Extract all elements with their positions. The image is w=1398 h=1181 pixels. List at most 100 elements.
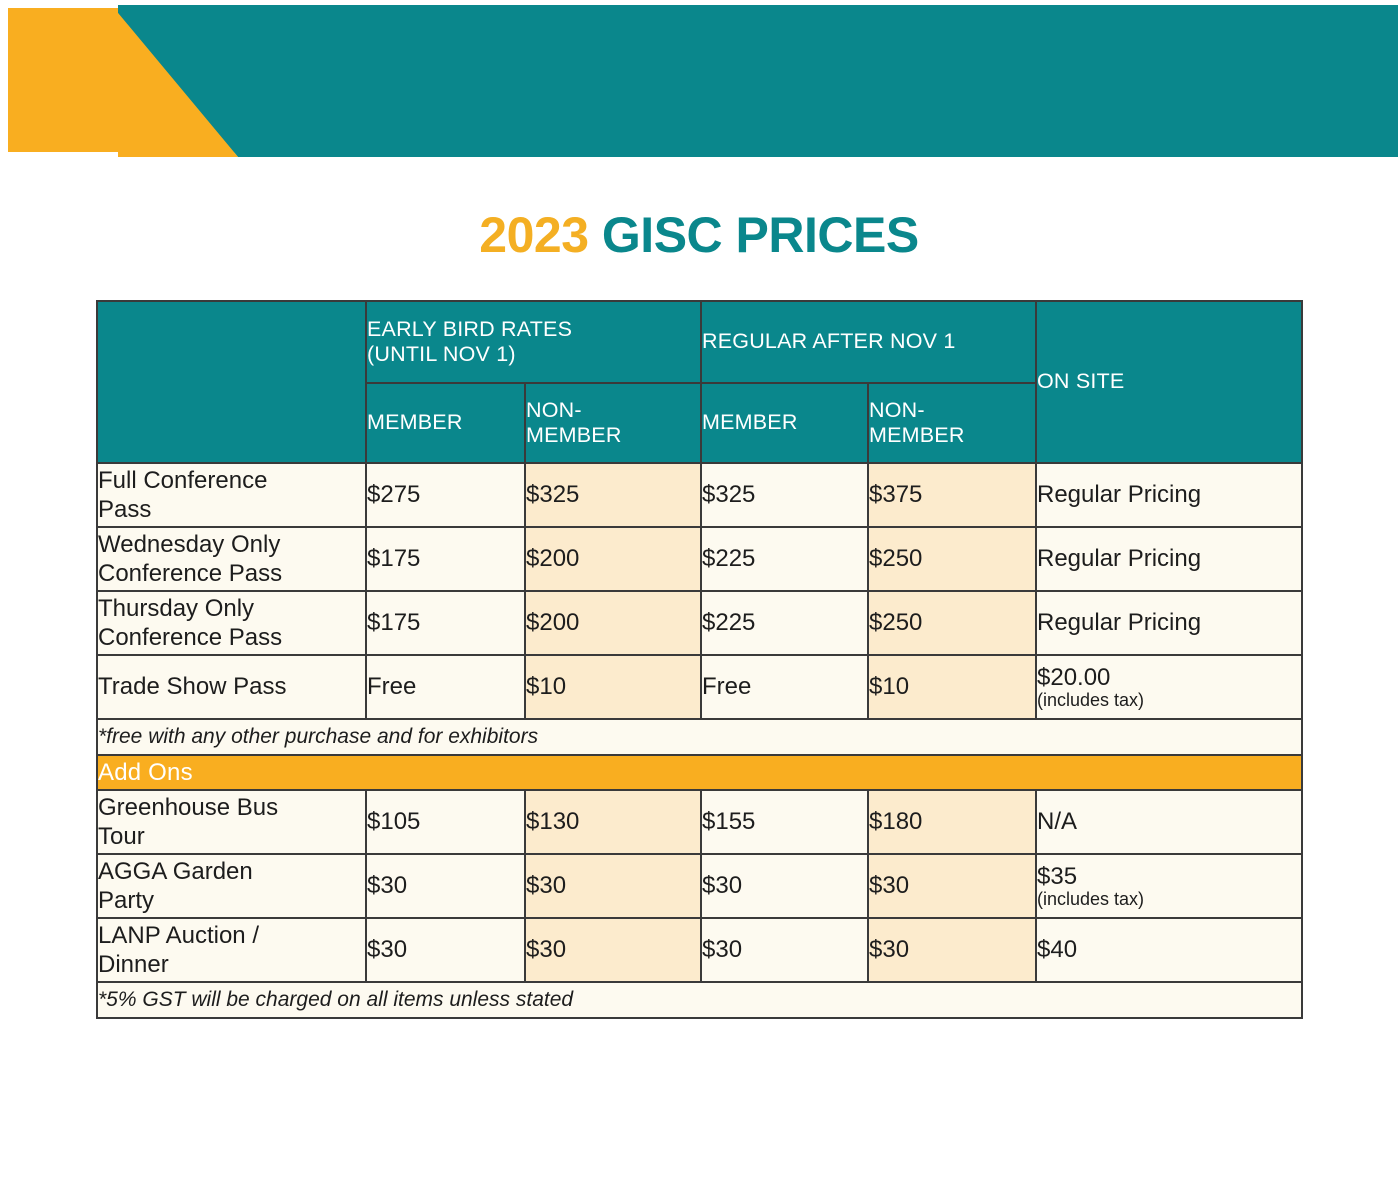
cell-reg-member: $30	[700, 853, 869, 919]
page-title: 2023 GISC PRICES	[0, 206, 1398, 264]
cell-on-site: $35 (includes tax)	[1035, 853, 1303, 919]
cell-on-site-note: (includes tax)	[1037, 690, 1145, 711]
header-reg-nonmember-line1: NON-	[869, 397, 925, 422]
table-header-row-groups: EARLY BIRD RATES (UNTIL NOV 1) REGULAR A…	[96, 300, 1303, 464]
row-label-line1: Trade Show Pass	[98, 673, 287, 701]
header-eb-nonmember: NON- MEMBER	[524, 382, 702, 464]
header-eb-member: MEMBER	[365, 382, 526, 464]
row-label-line2: Party	[98, 887, 155, 914]
table-row: LANP Auction / Dinner $30 $30 $30 $30 $4…	[96, 917, 1303, 983]
cell-eb-nonmember: $130	[524, 789, 702, 855]
table-row: Thursday Only Conference Pass $175 $200 …	[96, 590, 1303, 656]
cell-on-site-value: $35	[1037, 862, 1078, 890]
row-label: Greenhouse Bus Tour	[96, 789, 367, 855]
cell-reg-member: $155	[700, 789, 869, 855]
table-row: Greenhouse Bus Tour $105 $130 $155 $180 …	[96, 789, 1303, 855]
header-reg-member: MEMBER	[700, 382, 869, 464]
cell-on-site: $40	[1035, 917, 1303, 983]
cell-reg-nonmember: $250	[867, 526, 1037, 592]
cell-on-site: $20.00 (includes tax)	[1035, 654, 1303, 720]
cell-eb-nonmember: $200	[524, 590, 702, 656]
cell-eb-member: $275	[365, 462, 526, 528]
banner-teal-shape	[38, 5, 1398, 157]
header-reg-nonmember-line2: MEMBER	[869, 423, 965, 447]
row-label-line1: Greenhouse Bus	[98, 793, 279, 821]
table-row: Full Conference Pass $275 $325 $325 $375…	[96, 462, 1303, 528]
row-label-line1: AGGA Garden	[98, 857, 253, 885]
cell-reg-member: Free	[700, 654, 869, 720]
row-label: LANP Auction / Dinner	[96, 917, 367, 983]
row-label-line2: Pass	[98, 496, 152, 523]
cell-reg-nonmember: $180	[867, 789, 1037, 855]
row-label-line2: Tour	[98, 823, 145, 850]
cell-eb-member: $175	[365, 526, 526, 592]
header-eb-nonmember-line2: MEMBER	[526, 423, 622, 447]
cell-eb-nonmember: $325	[524, 462, 702, 528]
table-header-row-subs: MEMBER NON- MEMBER MEMBER NON- MEMBER	[97, 382, 1302, 464]
header-blank-corner	[96, 300, 367, 464]
cell-reg-member: $325	[700, 462, 869, 528]
cell-reg-nonmember: $10	[867, 654, 1037, 720]
cell-eb-member: Free	[365, 654, 526, 720]
row-label: Wednesday Only Conference Pass	[96, 526, 367, 592]
page-title-year: 2023	[479, 207, 589, 263]
cell-eb-nonmember: $200	[524, 526, 702, 592]
cell-reg-nonmember: $250	[867, 590, 1037, 656]
row-label-line1: Thursday Only	[98, 594, 255, 622]
row-label: Thursday Only Conference Pass	[96, 590, 367, 656]
note-gst: *5% GST will be charged on all items unl…	[96, 981, 1303, 1019]
row-label-line2: Dinner	[98, 951, 169, 978]
section-band-add-ons: Add Ons	[96, 754, 1303, 791]
row-label: AGGA Garden Party	[96, 853, 367, 919]
cell-reg-member: $225	[700, 526, 869, 592]
row-label-line1: Wednesday Only	[98, 530, 281, 558]
cell-on-site: Regular Pricing	[1035, 462, 1303, 528]
table-row: Trade Show Pass Free $10 Free $10 $20.00…	[96, 654, 1303, 720]
cell-on-site: Regular Pricing	[1035, 590, 1303, 656]
cell-on-site-value: Regular Pricing	[1037, 545, 1202, 573]
row-label: Full Conference Pass	[96, 462, 367, 528]
cell-reg-nonmember: $30	[867, 853, 1037, 919]
cell-reg-nonmember: $30	[867, 917, 1037, 983]
table-row: Wednesday Only Conference Pass $175 $200…	[96, 526, 1303, 592]
header-early-bird-line1: EARLY BIRD RATES	[367, 316, 573, 341]
cell-eb-member: $175	[365, 590, 526, 656]
row-label: Trade Show Pass	[96, 654, 367, 720]
cell-reg-member: $30	[700, 917, 869, 983]
banner-accent-wedge2	[118, 13, 238, 157]
banner-accent-overlap	[8, 8, 118, 152]
cell-on-site-value: $40	[1037, 936, 1078, 964]
cell-on-site: N/A	[1035, 789, 1303, 855]
header-on-site: ON SITE	[1035, 300, 1303, 464]
row-label-line1: Full Conference	[98, 466, 268, 494]
header-eb-nonmember-line1: NON-	[526, 397, 582, 422]
header-reg-nonmember: NON- MEMBER	[867, 382, 1037, 464]
header-regular-after-nov1: REGULAR AFTER NOV 1	[700, 300, 1037, 384]
cell-on-site-value: Regular Pricing	[1037, 609, 1202, 637]
row-label-line2: Conference Pass	[98, 624, 283, 651]
cell-eb-member: $105	[365, 789, 526, 855]
cell-eb-member: $30	[365, 917, 526, 983]
cell-on-site-value: N/A	[1037, 808, 1078, 836]
cell-reg-member: $225	[700, 590, 869, 656]
cell-eb-member: $30	[365, 853, 526, 919]
cell-reg-nonmember: $375	[867, 462, 1037, 528]
table-row: AGGA Garden Party $30 $30 $30 $30 $35 (i…	[96, 853, 1303, 919]
page-title-rest: GISC PRICES	[588, 207, 919, 263]
add-ons-label: Add Ons	[96, 754, 1303, 791]
header-early-bird-line2: (UNTIL NOV 1)	[367, 342, 516, 366]
row-label-line1: LANP Auction /	[98, 921, 259, 949]
note-exhibitors: *free with any other purchase and for ex…	[96, 718, 1303, 756]
prices-table: EARLY BIRD RATES (UNTIL NOV 1) REGULAR A…	[96, 300, 1303, 1019]
cell-eb-nonmember: $30	[524, 853, 702, 919]
cell-on-site-note: (includes tax)	[1037, 889, 1145, 910]
cell-on-site: Regular Pricing	[1035, 526, 1303, 592]
cell-on-site-value: Regular Pricing	[1037, 481, 1202, 509]
cell-eb-nonmember: $30	[524, 917, 702, 983]
note-row-gst: *5% GST will be charged on all items unl…	[96, 981, 1303, 1019]
cell-on-site-value: $20.00	[1037, 663, 1111, 691]
cell-eb-nonmember: $10	[524, 654, 702, 720]
row-label-line2: Conference Pass	[98, 560, 283, 587]
header-banner	[0, 0, 1398, 165]
header-early-bird-rates: EARLY BIRD RATES (UNTIL NOV 1)	[365, 300, 702, 384]
